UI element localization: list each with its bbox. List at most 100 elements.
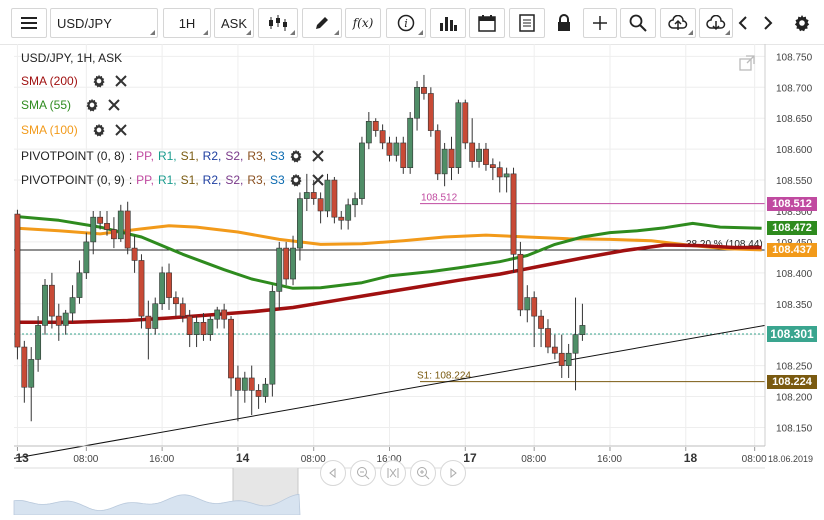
- candle: [214, 306, 221, 329]
- candle-body: [510, 173, 517, 255]
- close-icon[interactable]: [114, 74, 128, 88]
- price-type-selector[interactable]: ASK: [214, 8, 254, 38]
- chevron-right-icon: [764, 16, 773, 30]
- fullscreen-button[interactable]: [737, 53, 757, 73]
- navigator[interactable]: [13, 467, 765, 516]
- gear-icon[interactable]: [85, 98, 99, 112]
- y-tick-label: 108.150: [776, 423, 813, 434]
- pivot-label: 108.512: [421, 193, 458, 204]
- sma55-line: [17, 215, 762, 290]
- scroll-right-button[interactable]: [758, 8, 778, 38]
- reset-zoom-button[interactable]: [380, 460, 406, 486]
- candle-body: [124, 210, 131, 249]
- candle: [455, 99, 462, 174]
- candle-body: [324, 179, 331, 212]
- zoom-button[interactable]: [620, 8, 656, 38]
- candle-body: [76, 272, 83, 298]
- candle-body: [317, 198, 324, 212]
- news-button[interactable]: [509, 8, 545, 38]
- gear-icon[interactable]: [92, 123, 106, 137]
- chart-type-button[interactable]: [258, 8, 298, 38]
- download-button[interactable]: [699, 8, 733, 38]
- x-tick-label: 16:00: [377, 454, 402, 465]
- candle-body: [276, 247, 283, 292]
- svg-text:i: i: [404, 17, 408, 30]
- timeframe-selector[interactable]: 1H: [163, 8, 211, 38]
- zoom-in-button[interactable]: [410, 460, 436, 486]
- candle-body: [572, 334, 579, 354]
- candle-body: [352, 198, 358, 206]
- candle: [90, 210, 97, 255]
- fx-icon: f(x): [352, 16, 374, 30]
- close-icon[interactable]: [311, 173, 325, 187]
- zoom-out-button[interactable]: [350, 460, 376, 486]
- candle: [572, 297, 579, 391]
- candle: [124, 201, 131, 255]
- calendar-button[interactable]: [469, 8, 505, 38]
- candle-body: [345, 204, 352, 221]
- candle: [138, 254, 145, 329]
- candle: [317, 192, 324, 224]
- candle-body: [372, 121, 379, 131]
- candle-body: [69, 297, 76, 314]
- candle-body: [524, 297, 531, 311]
- candle-body: [310, 192, 317, 199]
- candle: [414, 81, 420, 131]
- close-icon[interactable]: [114, 123, 128, 137]
- x-tick-label: 16:00: [149, 454, 174, 465]
- candle: [110, 217, 117, 249]
- candle: [241, 371, 248, 403]
- candle-body: [83, 241, 90, 274]
- candle: [531, 291, 538, 348]
- pivot-item: S2,: [225, 149, 244, 163]
- price-chart[interactable]: 108.512 S1: 108.224 38.20 % (108.44) 108.7…: [0, 44, 824, 516]
- gear-icon[interactable]: [289, 149, 303, 163]
- crosshair-icon: [593, 16, 607, 30]
- legend-sma100: SMA (100): [21, 121, 128, 139]
- candle-body: [200, 322, 207, 335]
- settings-button[interactable]: [790, 8, 814, 38]
- close-icon[interactable]: [311, 149, 325, 163]
- upload-button[interactable]: [660, 8, 696, 38]
- candle: [538, 309, 544, 348]
- nav-back-button[interactable]: [320, 460, 346, 486]
- gear-icon[interactable]: [92, 74, 106, 88]
- pivot-item: S2,: [225, 173, 244, 187]
- nav-forward-button[interactable]: [440, 460, 466, 486]
- sma200-label: SMA (200): [21, 74, 78, 88]
- symbol-selector[interactable]: USD/JPY: [50, 8, 158, 38]
- scroll-left-button[interactable]: [733, 8, 753, 38]
- candle: [365, 112, 372, 150]
- candle-body: [297, 198, 303, 249]
- pivot-item: S3: [270, 173, 285, 187]
- close-icon[interactable]: [107, 98, 121, 112]
- candle: [283, 241, 290, 286]
- x-tick-label: 17: [463, 451, 477, 465]
- candle: [476, 142, 482, 168]
- candle: [489, 158, 496, 181]
- volume-button[interactable]: [430, 8, 466, 38]
- x-tick-label: 08:00: [521, 454, 546, 465]
- triangle-right-icon: [450, 468, 457, 478]
- chart-area[interactable]: 108.512 S1: 108.224 38.20 % (108.44) 108.7…: [0, 44, 824, 516]
- legend-sma55: SMA (55): [21, 96, 121, 114]
- chevron-left-icon: [738, 16, 747, 30]
- candle: [448, 136, 455, 181]
- candle: [421, 74, 427, 100]
- candle: [338, 210, 345, 230]
- pivot-item: R1,: [157, 173, 177, 187]
- lock-button[interactable]: [549, 8, 579, 38]
- sma55-label: SMA (55): [21, 98, 72, 112]
- info-button[interactable]: i: [386, 8, 426, 38]
- gear-icon[interactable]: [289, 173, 303, 187]
- candle-body: [35, 325, 42, 360]
- pivot-label: S1: 108.224: [417, 371, 471, 382]
- timeframe-label: 1H: [178, 15, 196, 31]
- indicator-button[interactable]: f(x): [345, 8, 381, 38]
- candle-body: [28, 359, 35, 388]
- candle: [48, 272, 55, 329]
- calendar-icon: [478, 15, 496, 32]
- draw-tool-button[interactable]: [302, 8, 342, 38]
- crosshair-button[interactable]: [583, 8, 617, 38]
- menu-button[interactable]: [11, 8, 47, 38]
